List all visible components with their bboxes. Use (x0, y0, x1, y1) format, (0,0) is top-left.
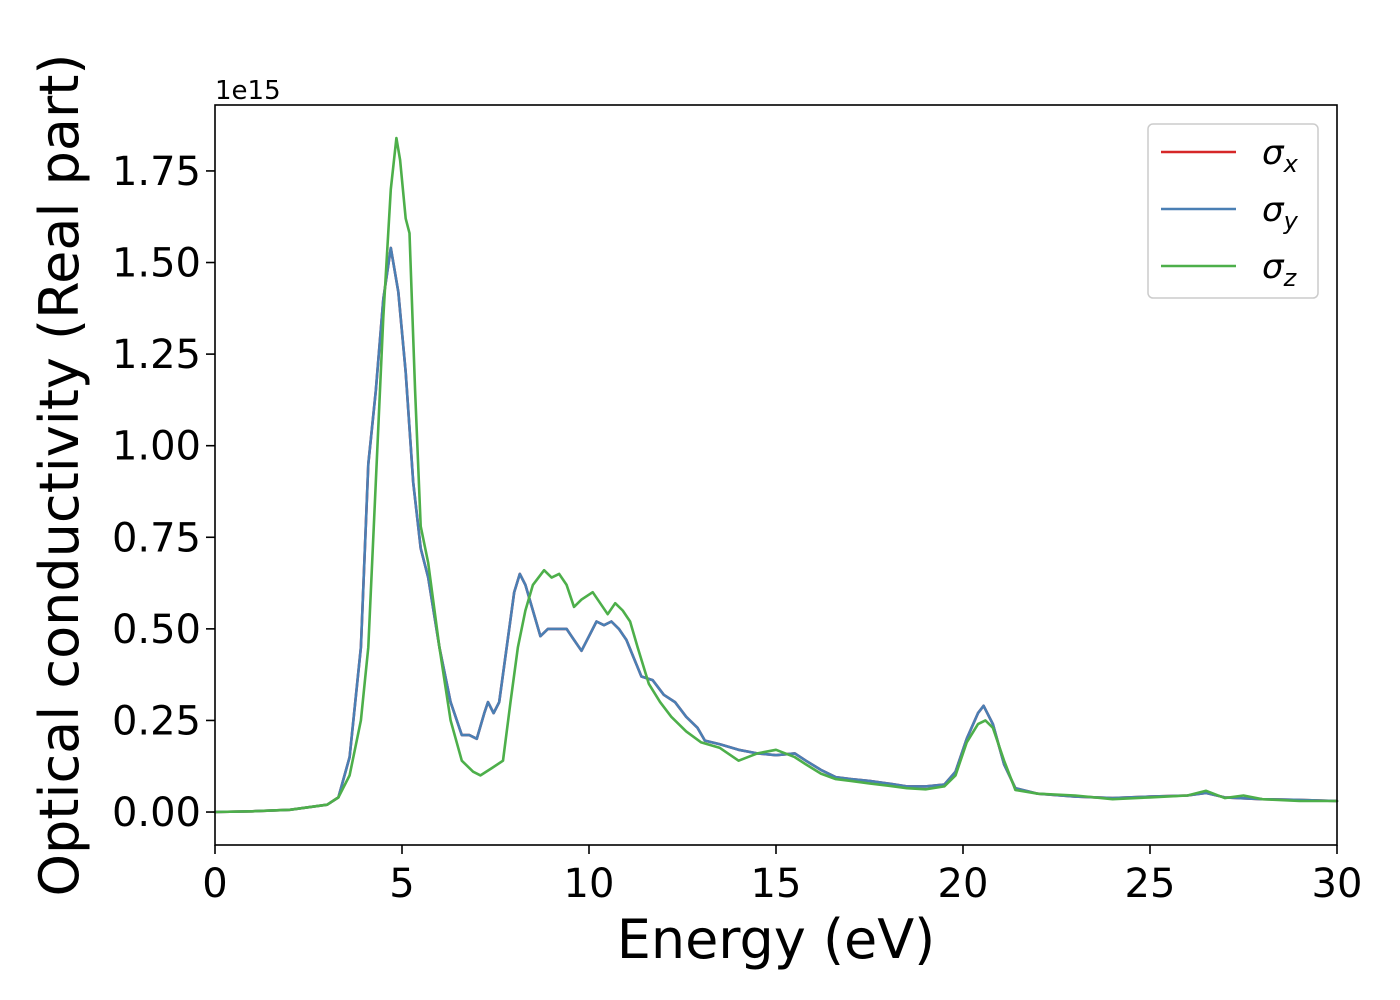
x-axis-title: Energy (eV) (617, 908, 936, 971)
y-tick-label: 1.25 (112, 332, 201, 378)
x-axis-ticks: 0 5 10 15 20 25 30 (202, 845, 1362, 907)
x-tick-label: 10 (564, 861, 615, 907)
legend-symbol: σ (1262, 190, 1285, 230)
y-tick-label: 0.25 (112, 698, 201, 744)
y-axis-title: Optical conductivity (Real part) (28, 54, 91, 897)
legend-frame (1147, 123, 1319, 299)
x-tick-label: 0 (202, 861, 227, 907)
y-tick-label: 0.00 (112, 790, 201, 836)
y-tick-label: 0.75 (112, 515, 201, 561)
x-tick-label: 30 (1312, 861, 1363, 907)
legend-label-z: σz (1262, 247, 1298, 292)
x-tick-label: 5 (389, 861, 414, 907)
legend-subscript: z (1283, 264, 1298, 292)
legend-subscript: y (1283, 207, 1299, 235)
legend-label-x: σx (1262, 133, 1299, 178)
y-tick-label: 1.50 (112, 241, 201, 287)
legend-symbol: σ (1262, 133, 1285, 173)
series-layer (213, 136, 1339, 814)
x-tick-label: 20 (938, 861, 989, 907)
y-tick-label: 1.00 (112, 424, 201, 470)
y-tick-label: 1.75 (112, 149, 201, 195)
legend-label-y: σy (1262, 190, 1299, 235)
series-line-z (213, 136, 1339, 814)
y-tick-label: 0.50 (112, 607, 201, 653)
legend-symbol: σ (1262, 247, 1285, 287)
x-tick-label: 25 (1125, 861, 1176, 907)
series-line-y (213, 246, 1339, 814)
y-axis-offset-label: 1e15 (215, 76, 281, 106)
y-axis-ticks: 0.00 0.25 0.50 0.75 1.00 1.25 1.50 1.75 (112, 149, 215, 836)
x-tick-label: 15 (751, 861, 802, 907)
legend-subscript: x (1283, 150, 1299, 178)
